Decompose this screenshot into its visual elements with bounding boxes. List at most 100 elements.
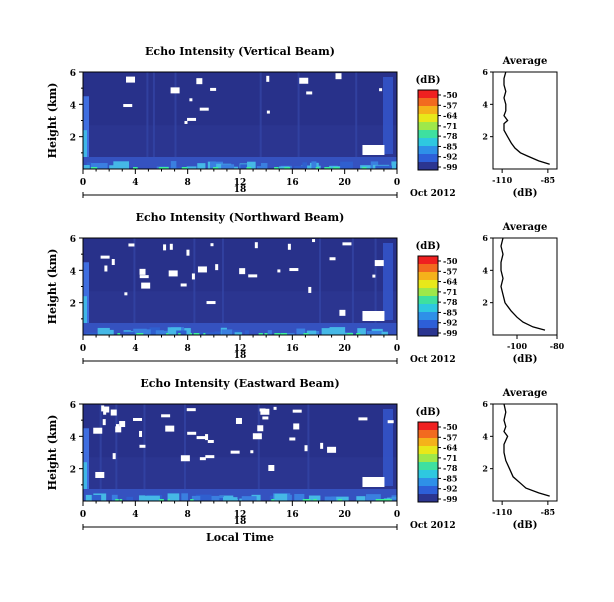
heatmap-gap [104,266,107,272]
heatmap-gap [289,268,298,271]
colorbar-segment [418,430,438,439]
x-tick-label: 8 [185,178,191,188]
colorbar-segment [418,478,438,487]
heatmap-gap [139,431,142,437]
heatmap-gap [330,257,336,260]
colorbar-segment [418,138,438,147]
profile-y-tick-label: 6 [482,233,488,243]
colorbar-segment [418,454,438,463]
colorbar-segment [418,90,438,99]
profile-x-tick-label: -100 [507,341,527,351]
heatmap-gap [93,428,102,434]
heatmap-gap [192,273,195,279]
y-tick-label: 6 [70,401,76,411]
heatmap-echo-cell [86,495,92,501]
date-label: Oct 2012 [410,521,456,531]
heatmap-echo-cell [367,331,382,335]
colorbar-segment [418,328,438,337]
heatmap-gap [181,283,187,286]
x-tick-label: 0 [80,510,86,520]
profile-x-tick-label: -85 [541,507,555,517]
heatmap-gap [101,256,110,259]
y-tick-label: 4 [70,101,76,111]
colorbar-tick-label: -64 [443,111,458,121]
colorbar-segment [418,162,438,171]
heatmap-gap [95,472,104,478]
heatmap-streak [260,72,262,157]
heatmap-streak [319,238,321,323]
heatmap-gap [186,250,189,256]
colorbar-segment [418,304,438,313]
y-tick-label: 2 [70,300,76,310]
colorbar-tick-label: -57 [443,100,457,110]
x-tick-label: 0 [80,178,86,188]
colorbar-segment [418,106,438,115]
heatmap-gap [189,98,192,101]
colorbar-tick-label: -71 [443,287,457,297]
colorbar-unit: (dB) [416,75,441,86]
colorbar-tick-label: -99 [443,328,458,338]
heatmap-gap [268,465,274,471]
heatmap-gap-blob [362,311,384,321]
heatmap-gap [187,118,196,121]
day-label: 18 [234,351,247,361]
heatmap-streak [222,238,224,323]
heatmap-gap [200,457,206,460]
heatmap-streak [298,72,300,157]
profile-y-tick-label: 2 [482,132,488,142]
heatmap-echo-cell [171,161,177,169]
heatmap-gap [253,433,262,439]
heatmap-gap [171,87,180,93]
colorbar-segment [418,114,438,123]
heatmap-streak [307,404,309,489]
heatmap-gap [133,418,142,421]
heatmap-echo-cell [330,330,336,335]
heatmap-echo-cell [274,494,287,501]
heatmap-streak [355,72,357,157]
heatmap-gap [161,414,170,417]
heatmap-gap [248,274,257,277]
heatmap-echo-cell [109,165,115,169]
colorbar-segment [418,422,438,431]
heatmap-echo-cell [144,496,160,501]
heatmap-streak [184,404,186,489]
profile-title: Average [502,56,548,67]
x-tick-label: 0 [394,510,400,520]
heatmap-streak [193,238,195,323]
heatmap-echo-cell [123,332,134,335]
profile-y-tick-label: 4 [482,265,488,275]
profile-title: Average [502,388,548,399]
heatmap-echo-cell [302,162,307,169]
colorbar-segment [418,130,438,139]
heatmap-streak [153,72,155,157]
colorbar-tick-label: -92 [443,152,457,162]
heatmap-streak [175,72,177,157]
heatmap-gap [255,242,258,248]
profile-x-tick-label: -110 [492,507,512,517]
heatmap-gap [339,310,345,316]
colorbar-segment [418,462,438,471]
panel-title: Echo Intensity (Northward Beam) [136,211,345,224]
heatmap-gap [187,408,196,411]
heatmap-gap [231,451,240,454]
colorbar-tick-label: -64 [443,277,458,287]
x-tick-label: 4 [132,510,138,520]
colorbar-segment [418,122,438,131]
heatmap-gap [236,418,242,424]
heatmap-gap [327,447,336,453]
colorbar-segment [418,320,438,329]
y-tick-label: 4 [70,267,76,277]
heatmap-gap [342,242,351,245]
heatmap-streak [146,72,148,157]
heatmap-gap [196,78,202,84]
heatmap-gap [200,108,209,111]
colorbar-tick-label: -50 [443,256,458,266]
colorbar-segment [418,280,438,289]
day-label: 18 [234,517,247,527]
panel-1: Echo Intensity (Vertical Beam)Height (km… [46,45,557,199]
heatmap-gap [312,239,315,242]
colorbar-tick-label: -64 [443,443,458,453]
x-tick-label: 0 [394,178,400,188]
profile-x-label: (dB) [513,354,538,365]
